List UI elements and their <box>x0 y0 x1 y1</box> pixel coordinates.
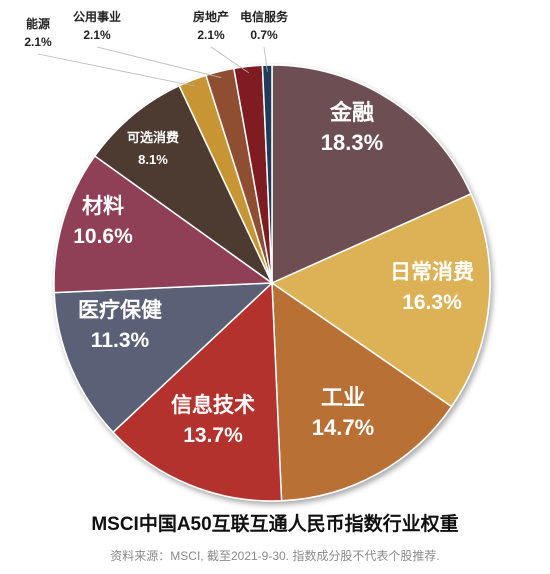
chart-title: MSCI中国A50互联互通人民币指数行业权重 <box>91 514 459 535</box>
slice-label-2: 工业 <box>321 385 365 410</box>
slice-value-2: 14.7% <box>312 415 374 440</box>
slice-value-1: 16.3% <box>402 291 462 314</box>
pie-slice-3 <box>112 281 283 502</box>
slice-label-6: 可选消费 <box>127 130 179 145</box>
slice-value-7: 2.1% <box>24 35 52 49</box>
slice-value-3: 13.7% <box>183 424 243 447</box>
slice-value-4: 11.3% <box>91 329 150 352</box>
slice-label-0: 金融 <box>329 100 374 125</box>
pie-slice-6 <box>93 84 274 286</box>
source-note: 资料来源：MSCI, 截至2021-9-30. 指数成分股不代表个股推荐. <box>110 549 440 563</box>
pie-slice-2 <box>271 281 453 502</box>
leader-line-9 <box>210 46 250 74</box>
slice-label-1: 日常消费 <box>390 260 474 284</box>
slice-value-10: 0.7% <box>250 28 278 42</box>
slice-value-6: 8.1% <box>138 152 168 167</box>
slice-label-5: 材料 <box>82 194 124 218</box>
slice-label-7: 能源 <box>26 16 50 31</box>
slice-label-9: 房地产 <box>193 9 229 24</box>
slice-label-4: 医疗保健 <box>78 298 162 322</box>
pie-slice-5 <box>53 154 275 294</box>
slice-label-3: 信息技术 <box>171 393 255 417</box>
slice-value-8: 2.1% <box>83 28 111 42</box>
leader-line-8 <box>96 46 222 79</box>
pie-slice-10 <box>261 64 273 284</box>
leader-line-7 <box>37 53 195 87</box>
slice-value-0: 18.3% <box>321 130 383 155</box>
slice-value-9: 2.1% <box>197 28 225 42</box>
pie-slice-1 <box>270 192 491 408</box>
slice-label-8: 公用事业 <box>73 9 121 24</box>
slice-value-5: 10.6% <box>73 225 133 248</box>
pie-slice-4 <box>53 282 274 434</box>
pie-slice-0 <box>271 64 472 285</box>
leader-line-10 <box>263 46 268 72</box>
slice-label-10: 电信服务 <box>240 9 289 24</box>
